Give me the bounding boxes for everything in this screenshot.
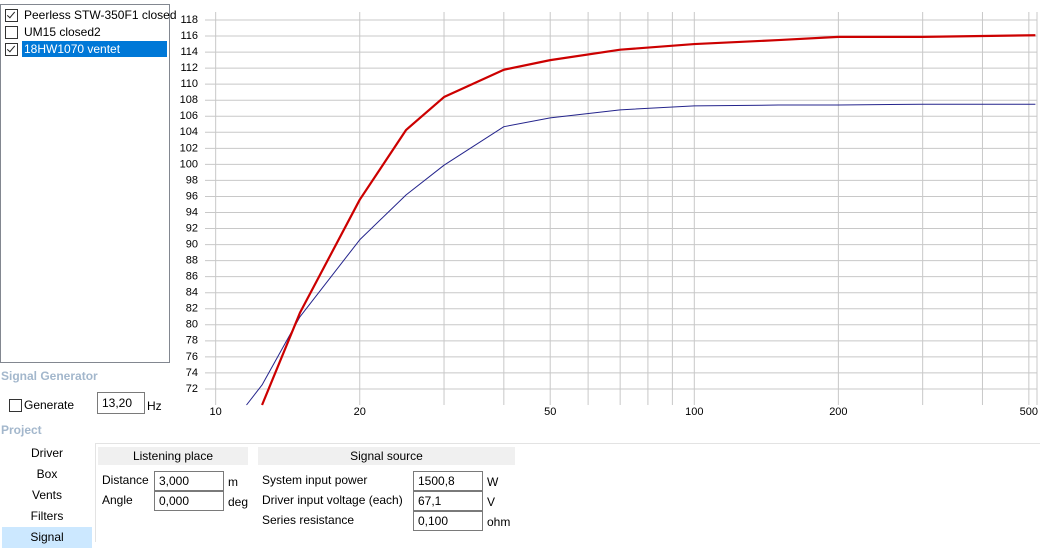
field-label: Driver input voltage (each)	[262, 493, 403, 507]
y-tick-label: 104	[180, 126, 198, 138]
checkbox[interactable]	[9, 399, 22, 412]
y-tick-label: 76	[186, 351, 198, 363]
field-label: Series resistance	[262, 513, 355, 527]
checkbox[interactable]	[5, 43, 18, 56]
y-tick-label: 108	[180, 94, 198, 106]
x-tick-label: 200	[829, 406, 847, 418]
list-item-label[interactable]: 18HW1070 ventet	[22, 41, 167, 57]
text-input[interactable]: 1500,8	[413, 471, 483, 491]
y-tick-label: 84	[186, 287, 198, 299]
field-label: Angle	[102, 493, 133, 507]
y-tick-label: 88	[186, 255, 198, 267]
unit-label: m	[228, 475, 238, 489]
nav-list: Driver Box Vents Filters Signal	[0, 443, 92, 548]
unit-label: Hz	[147, 399, 162, 413]
y-tick-label: 90	[186, 238, 198, 250]
text-input[interactable]: 0,000	[154, 491, 224, 511]
x-tick-label: 50	[544, 406, 556, 418]
y-tick-label: 102	[180, 142, 198, 154]
y-tick-label: 78	[186, 335, 198, 347]
y-tick-label: 82	[186, 303, 198, 315]
unit-label: ohm	[487, 515, 511, 529]
driver-list: Peerless STW-350F1 closed UM15 closed2 18H…	[0, 4, 177, 363]
y-tick-label: 98	[186, 174, 198, 186]
y-tick-label: 72	[186, 383, 198, 395]
text-input[interactable]: 3,000	[154, 471, 224, 491]
y-tick-label: 96	[186, 190, 198, 202]
group-header: Signal source	[258, 447, 515, 465]
y-tick-label: 106	[180, 110, 198, 122]
list-item-label[interactable]: UM15 closed2	[24, 25, 101, 39]
y-tick-label: 100	[180, 158, 198, 170]
unit-label: V	[487, 495, 496, 509]
group-header: Listening place	[98, 447, 248, 465]
series-line	[246, 103, 1036, 406]
x-tick-label: 20	[354, 406, 366, 418]
y-tick-label: 86	[186, 271, 198, 283]
settings-panel: Listening place Distance 3,000 m Angle 0,000 d…	[95, 443, 1040, 542]
unit-label: W	[487, 475, 499, 489]
section-title: Project	[1, 423, 42, 437]
y-tick-label: 80	[186, 319, 198, 331]
x-tick-label: 100	[685, 406, 703, 418]
y-tick-label: 94	[186, 206, 198, 218]
chart: 72 74 76 78 80 82 84 86 88 90 92 94 96 98 100 102 104 106…	[180, 12, 1038, 418]
field-label: System input power	[262, 473, 368, 487]
nav-item[interactable]: Signal	[2, 527, 92, 548]
x-tick-label: 500	[1020, 406, 1038, 418]
checkbox-label[interactable]: Generate	[24, 398, 75, 412]
text-input[interactable]: 67,1	[413, 491, 483, 511]
series-line	[261, 34, 1036, 406]
text-input[interactable]: 0,100	[413, 511, 483, 531]
unit-label: deg	[228, 495, 249, 509]
nav-item[interactable]: Filters	[30, 509, 64, 523]
field-label: Distance	[102, 473, 149, 487]
nav-item[interactable]: Box	[36, 467, 58, 481]
nav-item[interactable]: Driver	[31, 446, 63, 460]
text-input[interactable]: 13,20	[97, 392, 145, 414]
y-tick-label: 118	[180, 14, 198, 26]
list-item-label[interactable]: Peerless STW-350F1 closed	[24, 8, 177, 22]
y-tick-label: 114	[180, 46, 198, 58]
y-tick-label: 116	[180, 30, 198, 42]
section-title: Signal Generator	[1, 369, 98, 383]
y-tick-label: 110	[180, 78, 198, 90]
y-tick-label: 92	[186, 222, 198, 234]
y-tick-label: 112	[180, 62, 198, 74]
plot-area	[205, 12, 1037, 405]
y-tick-label: 74	[186, 367, 198, 379]
x-tick-label: 10	[210, 406, 222, 418]
checkbox[interactable]	[5, 26, 18, 39]
nav-item[interactable]: Vents	[31, 488, 63, 502]
checkbox[interactable]	[5, 9, 18, 22]
